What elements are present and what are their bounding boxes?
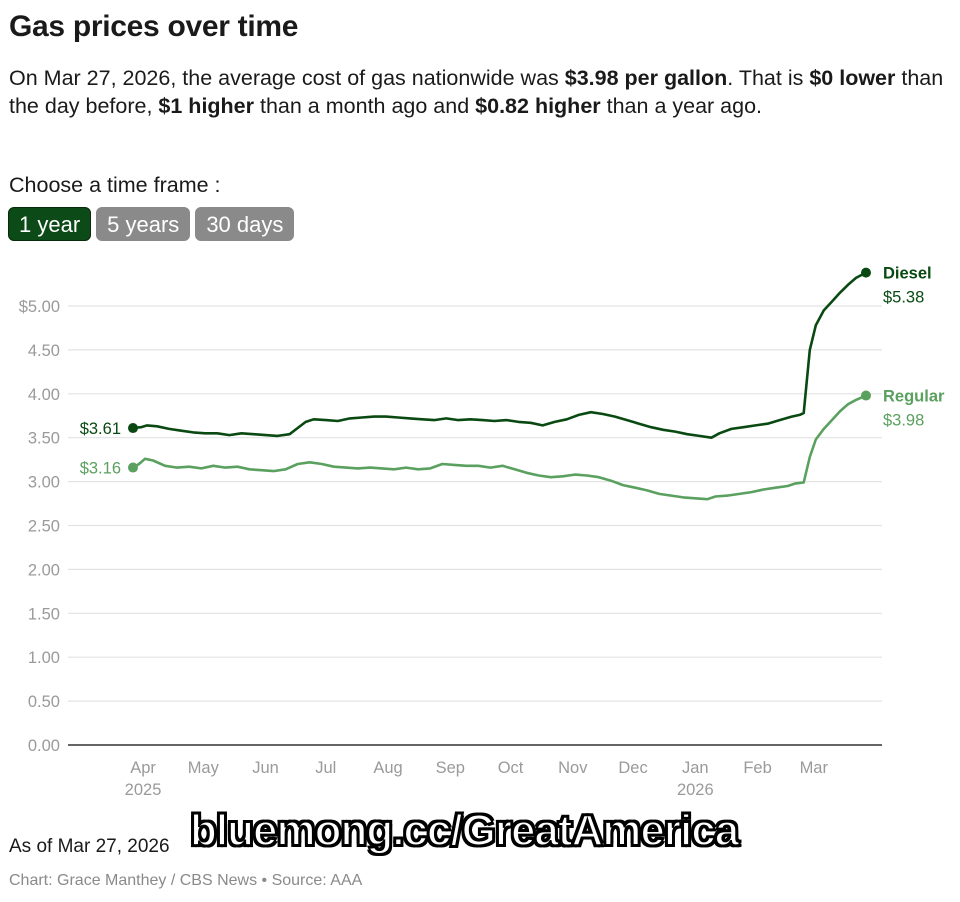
gridlines (68, 305, 882, 702)
y-tick-label: 1.50 (28, 605, 60, 623)
y-tick-label: $5.00 (19, 298, 60, 316)
regular-start-label: $3.16 (80, 460, 121, 478)
regular-end-label: $3.98 (883, 412, 924, 430)
y-tick-label: 2.00 (28, 561, 60, 579)
x-tick-label: May (188, 759, 220, 777)
regular-series-name: Regular (883, 388, 945, 406)
y-tick-label: 0.00 (28, 737, 60, 755)
gas-price-chart: 0.00 0.50 1.00 1.50 2.00 2.50 3.00 3.50 4.00 4.50… (19, 265, 945, 799)
x-tick-label: Jun (252, 759, 279, 777)
month-change-highlight: $1 higher (158, 94, 255, 118)
diesel-line (131, 271, 868, 439)
x-axis-ticks: Apr 2025 May Jun Jul Aug Sep Oct Nov Dec Jan 2026 Fe… (125, 759, 829, 799)
series-lines (128, 267, 871, 501)
regular-end-marker (861, 390, 871, 401)
summary-part: . That is (727, 66, 810, 90)
x-tick-label: Aug (373, 759, 402, 777)
day-change-highlight: $0 lower (809, 66, 896, 90)
diesel-start-label: $3.61 (80, 420, 121, 438)
year-change-highlight: $0.82 higher (475, 94, 601, 118)
y-tick-label: 0.50 (28, 693, 60, 711)
timeframe-1-year-button[interactable]: 1 year (8, 207, 92, 241)
y-tick-label: 4.50 (28, 342, 60, 360)
summary-part: than the day before, (9, 66, 944, 118)
as-of-date: As of Mar 27, 2026 (9, 836, 170, 857)
series-labels: $3.61 Diesel $5.38 $3.16 Regular $3.98 (80, 265, 945, 478)
y-tick-label: 3.50 (28, 430, 60, 448)
x-tick-label: Mar (800, 759, 829, 777)
regular-line (131, 394, 868, 501)
x-tick-year-label: 2026 (677, 781, 714, 799)
diesel-end-marker (861, 267, 871, 278)
y-tick-label: 1.00 (28, 649, 60, 667)
diesel-start-marker (128, 423, 138, 434)
timeframe-label: Choose a time frame : (9, 173, 221, 197)
summary-part: On Mar 27, 2026, the average cost of gas… (9, 66, 565, 90)
summary-part: than a month ago and (254, 94, 476, 118)
current-price-highlight: $3.98 per gallon (564, 66, 728, 90)
y-tick-label: 3.00 (28, 474, 60, 492)
y-tick-label: 4.00 (28, 386, 60, 404)
x-tick-label: Jan (682, 759, 709, 777)
summary-part: than a year ago. (600, 94, 763, 118)
x-tick-label: Apr (130, 759, 156, 777)
x-tick-label: Nov (558, 759, 588, 777)
summary-text: On Mar 27, 2026, the average cost of gas… (9, 64, 954, 120)
watermark-overlay: bluemong.cc/GreatAmerica (189, 805, 740, 856)
page-title: Gas prices over time (9, 10, 299, 43)
diesel-series-name: Diesel (883, 265, 932, 283)
timeframe-selector: 1 year 5 years 30 days (8, 207, 295, 241)
x-tick-label: Jul (315, 759, 336, 777)
diesel-end-label: $5.38 (883, 289, 924, 307)
regular-start-marker (128, 462, 138, 473)
x-tick-label: Oct (498, 759, 524, 777)
timeframe-5-years-button[interactable]: 5 years (96, 207, 191, 241)
chart-credit: Chart: Grace Manthey / CBS News • Source… (9, 872, 363, 889)
x-tick-label: Sep (436, 759, 465, 777)
y-tick-label: 2.50 (28, 518, 60, 536)
timeframe-30-days-button[interactable]: 30 days (195, 207, 295, 241)
x-tick-year-label: 2025 (125, 781, 162, 799)
x-tick-label: Feb (743, 759, 771, 777)
x-tick-label: Dec (618, 759, 647, 777)
y-axis-ticks: 0.00 0.50 1.00 1.50 2.00 2.50 3.00 3.50 4.00 4.50… (19, 298, 60, 755)
